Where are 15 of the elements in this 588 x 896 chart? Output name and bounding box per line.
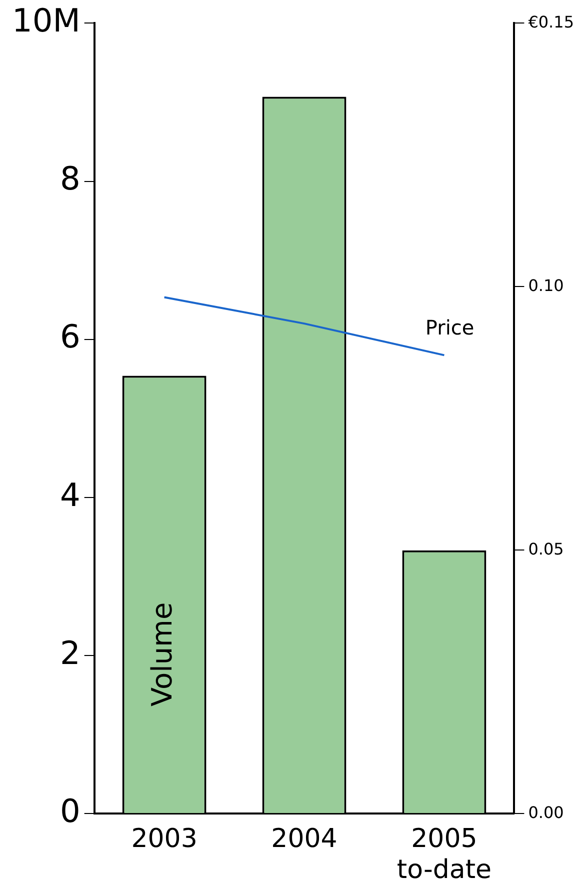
y-tick-label: 2 — [60, 634, 80, 672]
y-tick-label: 0 — [60, 792, 80, 830]
x-tick-label: 2005 to-date — [396, 824, 492, 886]
series-label: Volume — [146, 602, 179, 706]
y2-tick-label: 0.05 — [528, 539, 564, 558]
x-tick-label: 2004 — [271, 824, 338, 854]
y2-tick-label: €0.15 — [528, 12, 574, 32]
y2-tick-label: 0.00 — [528, 802, 564, 822]
y-tick-label: 10M — [12, 2, 80, 40]
x-tick-label: 2003 — [131, 824, 198, 854]
y-tick-label: 4 — [60, 476, 80, 514]
y-tick-label: 8 — [60, 160, 80, 198]
y-tick-label: 6 — [60, 318, 80, 356]
y2-tick-label: 0.10 — [528, 276, 564, 295]
series-label: Price — [425, 315, 474, 340]
